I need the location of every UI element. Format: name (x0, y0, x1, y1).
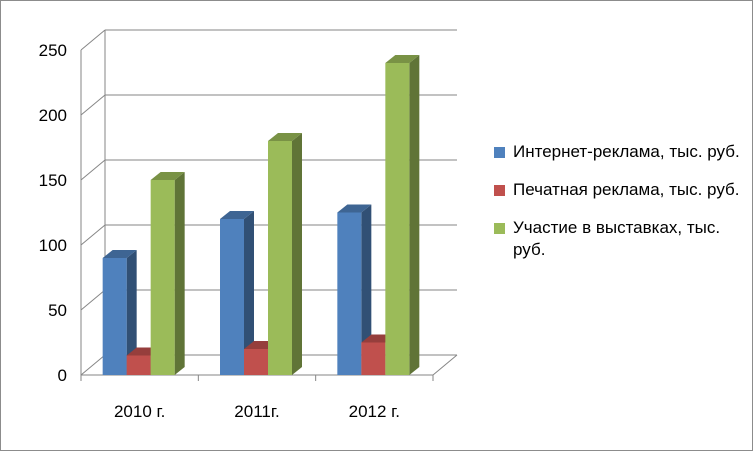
bar (220, 211, 254, 375)
bar-side (174, 172, 185, 375)
bar-top (268, 133, 302, 141)
y-tick-label: 200 (39, 106, 67, 125)
gridline-side (80, 224, 106, 246)
bar-side (244, 211, 254, 375)
bar-side (361, 204, 372, 375)
x-tick-label: 2011г. (234, 402, 279, 421)
bar (337, 204, 372, 375)
bar (102, 250, 137, 375)
gridline-side (80, 159, 106, 181)
bar-front (220, 219, 244, 375)
bar-front (385, 63, 410, 375)
bar-front (244, 349, 268, 375)
bar (268, 133, 302, 375)
bar-top (385, 55, 420, 63)
legend-label: Интернет-реклама, тыс. руб. (513, 142, 740, 161)
y-tick-label: 100 (39, 236, 67, 255)
bar-top (220, 211, 254, 219)
x-tick-label: 2010 г. (114, 402, 165, 421)
gridline-side (80, 29, 106, 51)
legend-item-print-ads: Печатная реклама, тыс. руб. (494, 179, 750, 201)
bar-front (361, 342, 386, 375)
bar-top (102, 250, 137, 258)
legend-swatch (494, 223, 505, 234)
bar-front (150, 180, 175, 375)
legend-item-exhibitions: Участие в выставках, тыс. руб. (494, 217, 750, 261)
legend-swatch (494, 147, 505, 158)
y-tick-label: 250 (39, 41, 67, 60)
gridline-side (80, 94, 106, 116)
bar (150, 172, 185, 375)
bar-side (292, 133, 302, 375)
bar-top (337, 204, 372, 213)
bar-side (409, 55, 420, 375)
legend-item-internet-ads: Интернет-реклама, тыс. руб. (494, 141, 750, 163)
gridline-side (80, 354, 106, 376)
y-tick-label: 0 (58, 366, 67, 385)
bar-top (150, 172, 185, 180)
bar (385, 55, 420, 375)
bar-front (268, 141, 292, 375)
legend: Интернет-реклама, тыс. руб. Печатная рек… (494, 141, 750, 277)
legend-label: Печатная реклама, тыс. руб. (513, 180, 740, 199)
bar-front (102, 258, 127, 375)
bar-side (126, 250, 137, 375)
bar-front (337, 212, 362, 375)
bar-front (126, 355, 151, 375)
y-tick-label: 50 (48, 301, 67, 320)
gridline-side (80, 289, 106, 311)
y-tick-label: 150 (39, 171, 67, 190)
bars (102, 55, 420, 375)
legend-swatch (494, 185, 505, 196)
x-tick-label: 2012 г. (349, 402, 400, 421)
legend-label: Участие в выставках, тыс. руб. (513, 218, 721, 259)
tick-labels: 0 50 100 150 200 250 2010 г. 2011г. 2012 г. (39, 41, 400, 421)
